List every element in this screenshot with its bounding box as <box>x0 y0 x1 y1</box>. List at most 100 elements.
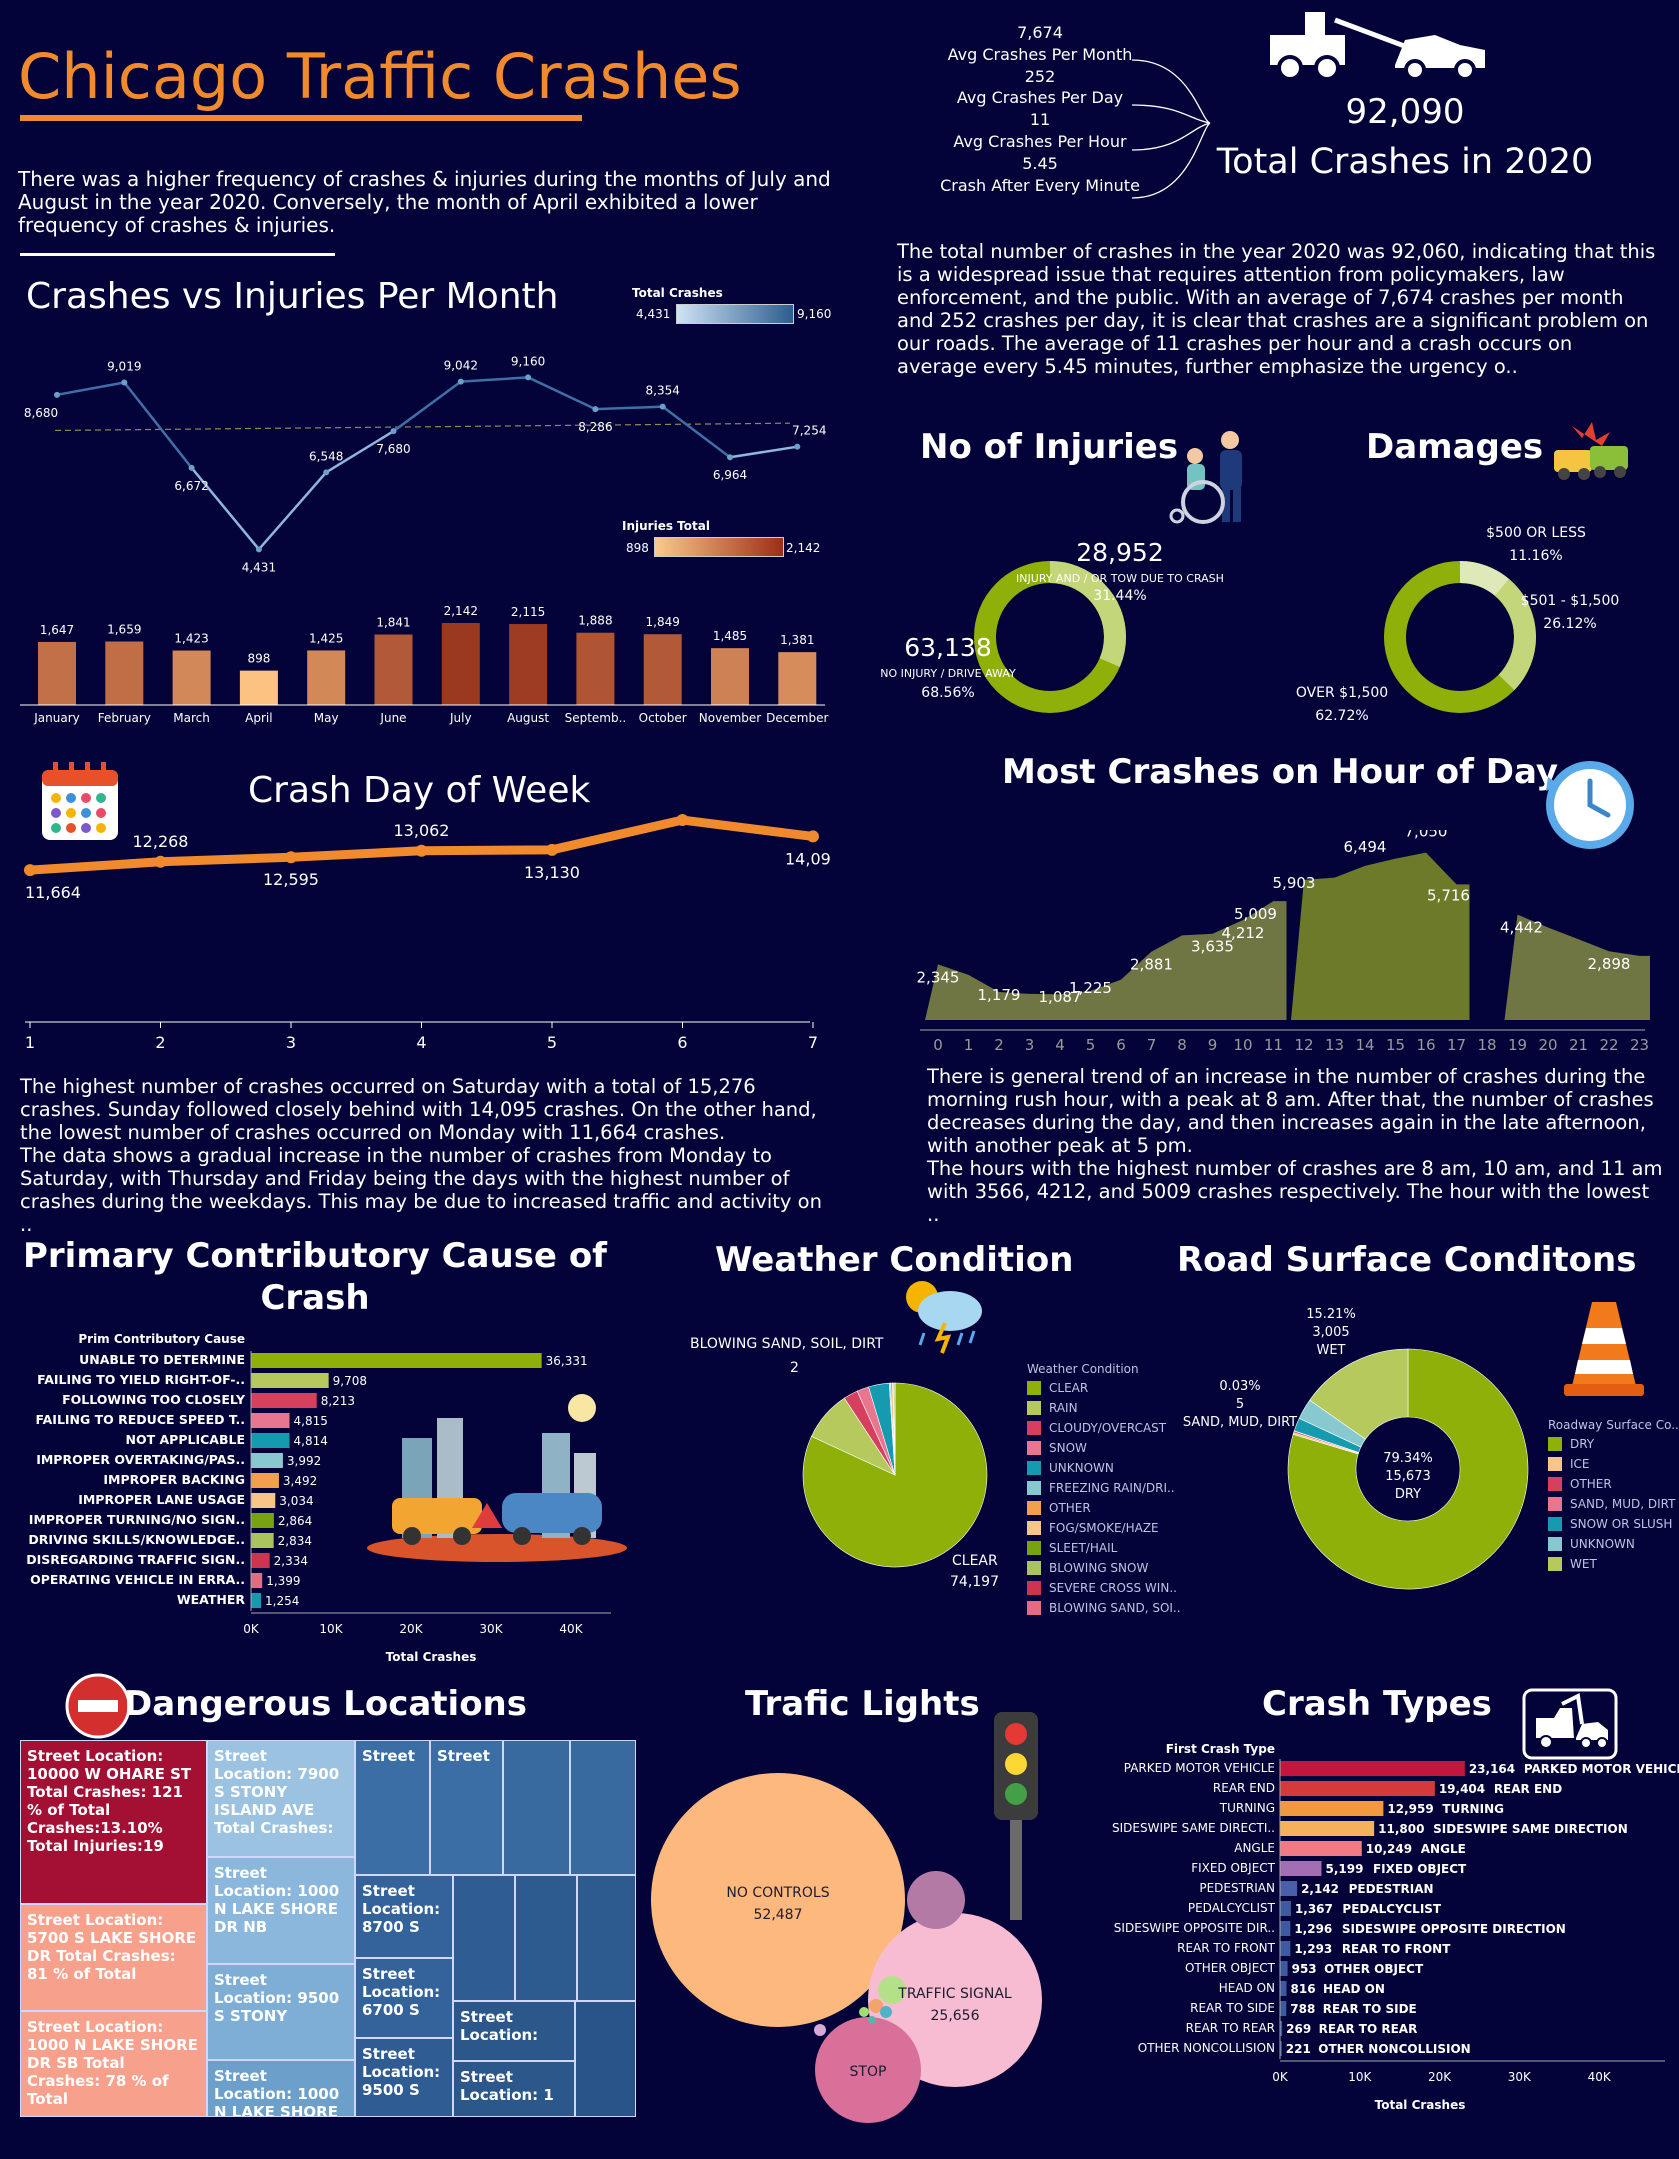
weather-legend-item[interactable]: BLOWING SAND, SOI.. <box>1027 1598 1181 1618</box>
location-tile-3[interactable]: Street Location: 1000 N LAKE SHORE DR SB… <box>20 2011 207 2117</box>
location-tile-blank-2[interactable] <box>570 1740 636 1875</box>
crash-line-segment <box>527 376 596 411</box>
location-tile-blank-4[interactable] <box>515 1875 577 2001</box>
hour-tick-label: 19 <box>1508 1036 1527 1054</box>
crash-types-title: Crash Types <box>1262 1684 1492 1724</box>
cause-bar <box>251 1473 279 1488</box>
location-tile-4[interactable]: Street Location: 7900 S STONY ISLAND AVE… <box>207 1740 355 1857</box>
weather-legend-item[interactable]: CLOUDY/OVERCAST <box>1027 1418 1181 1438</box>
locations-treemap: Street Location: 10000 W OHARE ST Total … <box>20 1740 636 2117</box>
location-tile-2[interactable]: Street Location: 5700 S LAKE SHORE DR To… <box>20 1904 207 2011</box>
location-tile-blank-5[interactable] <box>577 1875 636 2001</box>
traffic-cone-icon <box>1564 1302 1644 1396</box>
bubble-small-3[interactable] <box>869 1999 883 2013</box>
location-tile-7[interactable]: Street Location: 1000 N LAKE SHORE <box>207 2060 355 2117</box>
location-tile-blank-1[interactable] <box>503 1740 570 1875</box>
injury-bar-may <box>307 650 346 705</box>
stop-bubble[interactable] <box>815 2017 921 2123</box>
location-tile-10[interactable]: Street Location: 8700 S <box>355 1875 453 1958</box>
cause-value-label: 2,834 <box>278 1534 312 1548</box>
dow-tick-label: 4 <box>416 1033 426 1052</box>
weather-pie <box>802 1382 988 1568</box>
bubble-small-2[interactable] <box>878 1976 906 2004</box>
road-legend-item[interactable]: WET <box>1548 1554 1679 1574</box>
type-label: OTHER NONCOLLISION <box>1138 2041 1275 2055</box>
avg-hour-value: 11 <box>1029 110 1051 130</box>
weather-legend-swatch <box>1027 1581 1041 1595</box>
location-tile-9[interactable]: Street <box>430 1740 503 1875</box>
cause-value-label: 3,992 <box>287 1454 321 1468</box>
wheelchair-icon <box>1169 431 1242 524</box>
location-tile-6[interactable]: Street Location: 9500 S STONY <box>207 1964 355 2060</box>
weather-legend-item[interactable]: OTHER <box>1027 1498 1181 1518</box>
crash-point-septemb.. <box>592 406 599 413</box>
weather-legend-item[interactable]: FOG/SMOKE/HAZE <box>1027 1518 1181 1538</box>
tow-truck-icon <box>1270 12 1485 81</box>
hour-area-0-11 <box>925 901 1287 1020</box>
hour-value-label: 5,903 <box>1273 874 1316 892</box>
hour-value-label: 7,050 <box>1405 830 1448 841</box>
weather-legend-item[interactable]: SEVERE CROSS WIN.. <box>1027 1578 1181 1598</box>
bubble-small-4[interactable] <box>880 2006 892 2018</box>
crash-value-label: 4,431 <box>242 560 276 574</box>
bubble-small-6[interactable] <box>868 2016 876 2024</box>
hour-tick-label: 9 <box>1208 1036 1218 1054</box>
type-value-label: 816 <box>1291 1982 1316 1996</box>
weather-legend-label: OTHER <box>1049 1501 1091 1515</box>
weather-legend-item[interactable]: BLOWING SNOW <box>1027 1558 1181 1578</box>
cause-value-label: 4,815 <box>294 1414 328 1428</box>
locations-title: Dangerous Locations <box>124 1684 528 1724</box>
location-tile-blank-3[interactable] <box>453 1875 515 2001</box>
cause-value-label: 2,864 <box>278 1514 312 1528</box>
type-label: TURNING <box>1219 1801 1275 1815</box>
location-tile-8[interactable]: Street <box>355 1740 430 1875</box>
type-name-label: REAR END <box>1494 1782 1562 1796</box>
road-legend-item[interactable]: SNOW OR SLUSH <box>1548 1514 1679 1534</box>
cause-bar <box>251 1513 274 1528</box>
cause-tick-label: 20K <box>399 1622 423 1636</box>
hour-tick-label: 18 <box>1477 1036 1496 1054</box>
cause-label: IMPROPER BACKING <box>103 1472 245 1487</box>
road-legend-item[interactable]: OTHER <box>1548 1474 1679 1494</box>
no-controls-bubble[interactable] <box>651 1773 905 2027</box>
crash-legend-max: 9,160 <box>797 307 832 321</box>
crash-value-label: 9,160 <box>511 354 545 368</box>
cause-header: Prim Contributory Cause <box>78 1332 245 1346</box>
location-tile-11[interactable]: Street Location: 6700 S <box>355 1958 453 2038</box>
total-paragraph: The total number of crashes in the year … <box>897 240 1656 378</box>
road-legend-label: SAND, MUD, DIRT <box>1570 1497 1676 1511</box>
types-header: First Crash Type <box>1166 1742 1275 1756</box>
hour-area-12-17 <box>1291 852 1470 1020</box>
hour-tick-label: 3 <box>1025 1036 1035 1054</box>
location-tile-13[interactable]: Street Location: <box>453 2001 575 2061</box>
location-tile-blank-6[interactable] <box>575 2001 636 2117</box>
road-legend-item[interactable]: UNKNOWN <box>1548 1534 1679 1554</box>
type-label: REAR TO FRONT <box>1177 1941 1276 1955</box>
location-tile-5[interactable]: Street Location: 1000 N LAKE SHORE DR NB <box>207 1857 355 1964</box>
crash-legend-title: Total Crashes <box>632 286 723 300</box>
bubble-small-5[interactable] <box>859 2007 869 2017</box>
weather-legend-item[interactable]: FREEZING RAIN/DRI.. <box>1027 1478 1181 1498</box>
weather-legend-item[interactable]: CLEAR <box>1027 1378 1181 1398</box>
hour-tick-label: 1 <box>964 1036 974 1054</box>
road-legend-item[interactable]: ICE <box>1548 1454 1679 1474</box>
location-tile-1[interactable]: Street Location: 10000 W OHARE ST Total … <box>20 1740 207 1904</box>
type-value-label: 269 <box>1286 2022 1311 2036</box>
weather-legend-item[interactable]: SLEET/HAIL <box>1027 1538 1181 1558</box>
location-tile-12[interactable]: Street Location: 9500 S <box>355 2038 453 2117</box>
bubble-small-7[interactable] <box>814 2024 826 2036</box>
weather-legend-item[interactable]: UNKNOWN <box>1027 1458 1181 1478</box>
cause-label: WEATHER <box>177 1592 246 1607</box>
road-legend-item[interactable]: SAND, MUD, DIRT <box>1548 1494 1679 1514</box>
cause-tick-label: 40K <box>559 1622 583 1636</box>
location-tile-14[interactable]: Street Location: 1 <box>453 2061 575 2117</box>
hour-value-label: 2,898 <box>1588 955 1631 973</box>
weather-legend-item[interactable]: RAIN <box>1027 1398 1181 1418</box>
road-legend-item[interactable]: DRY <box>1548 1434 1679 1454</box>
type-name-label: REAR TO SIDE <box>1323 2002 1417 2016</box>
road-sand-value: 5 <box>1235 1397 1245 1412</box>
month-label: November <box>699 711 761 725</box>
bubble-small-1[interactable] <box>907 1871 965 1929</box>
weather-legend-item[interactable]: SNOW <box>1027 1438 1181 1458</box>
type-value-label: 12,959 <box>1387 1802 1433 1816</box>
